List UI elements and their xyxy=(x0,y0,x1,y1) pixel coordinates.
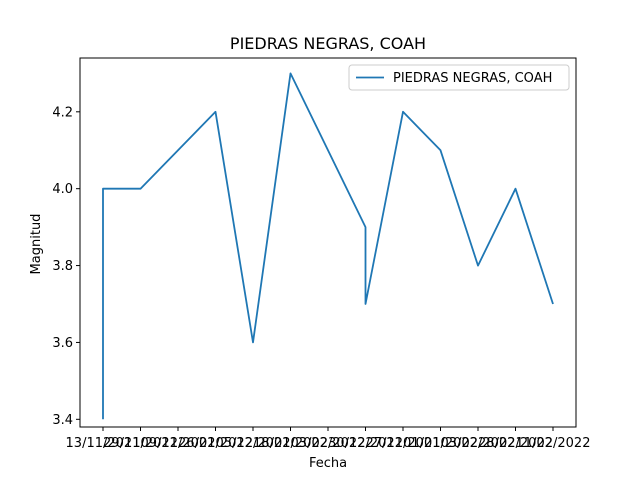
x-tick-label: 29/11/2021 xyxy=(103,436,178,451)
x-tick-label: 26/02/2022 xyxy=(178,436,253,451)
x-tick-label: 28/02/2022 xyxy=(478,436,553,451)
x-tick-label: 27/12/2021 xyxy=(366,436,441,451)
x-tick-label: 30/12/2021 xyxy=(328,436,403,451)
y-tick-label: 3.8 xyxy=(52,259,73,274)
x-tick-label: 01/01/2022 xyxy=(403,436,478,451)
x-tick-label: 18/02/2022 xyxy=(253,436,328,451)
legend-box xyxy=(348,64,570,91)
plot-area: 3.4 3.6 3.8 4.0 4.2 13/11/202129/11/202109/12… xyxy=(52,57,591,451)
x-tick-label: 09/12/2021 xyxy=(141,436,216,451)
x-tick-label: 03/02/2022 xyxy=(441,436,516,451)
x-tick-label: 13/11/2021 xyxy=(66,436,141,451)
axes-frame xyxy=(79,57,577,428)
x-axis-label: Fecha xyxy=(309,456,347,471)
legend-label: PIEDRAS NEGRAS, COAH xyxy=(393,71,552,86)
y-axis-label: Magnitud xyxy=(29,214,44,275)
y-tick-label: 4.2 xyxy=(52,105,73,120)
legend: PIEDRAS NEGRAS, COAH xyxy=(348,64,570,91)
y-tick-label: 3.6 xyxy=(52,336,73,351)
y-tick-label: 3.4 xyxy=(52,413,73,428)
chart-title: PIEDRAS NEGRAS, COAH xyxy=(230,34,426,53)
x-tick-label: 05/12/2021 xyxy=(216,436,291,451)
x-tick-label: 03/02/2022 xyxy=(291,436,366,451)
series-line xyxy=(102,72,554,420)
y-tick-label: 4.0 xyxy=(52,182,73,197)
x-tick-label: 11/02/2022 xyxy=(516,436,591,451)
